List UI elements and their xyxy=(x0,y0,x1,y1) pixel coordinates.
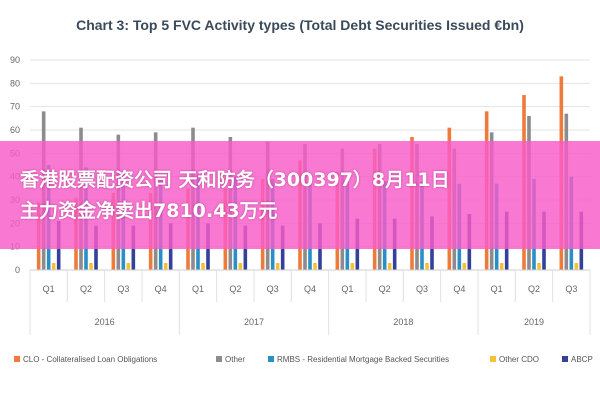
y-tick-label: 90 xyxy=(10,55,20,65)
bar xyxy=(537,263,541,270)
bar xyxy=(89,263,93,270)
bar xyxy=(238,263,243,270)
legend-entry: Other xyxy=(225,355,245,364)
x-tick-label: Q3 xyxy=(416,284,428,294)
bar xyxy=(499,263,504,270)
x-tick-label: Q3 xyxy=(565,284,577,294)
x-tick-label: Q1 xyxy=(43,284,55,294)
chart-title: Chart 3: Top 5 FVC Activity types (Total… xyxy=(76,17,524,33)
year-label: 2018 xyxy=(393,317,413,327)
bar xyxy=(574,263,579,270)
legend-swatch xyxy=(268,356,274,362)
x-tick-label: Q2 xyxy=(379,284,391,294)
x-tick-label: Q4 xyxy=(304,284,316,294)
legend-entry: RMBS - Residential Mortgage Backed Secur… xyxy=(277,355,449,364)
y-tick-label: 60 xyxy=(10,125,20,135)
bar xyxy=(163,263,168,270)
legend-entry: ABCP xyxy=(571,355,593,364)
bar xyxy=(425,263,429,270)
x-tick-label: Q4 xyxy=(453,284,465,294)
legend-swatch xyxy=(216,356,222,362)
legend-swatch xyxy=(562,356,568,362)
x-tick-label: Q3 xyxy=(117,284,129,294)
bar xyxy=(350,263,355,270)
x-tick-label: Q2 xyxy=(80,284,92,294)
y-tick-label: 80 xyxy=(10,78,20,88)
x-tick-label: Q4 xyxy=(155,284,167,294)
y-tick-label: 0 xyxy=(15,265,20,275)
banner-line-1: 香港股票配资公司 天和防务（300397）8月11日 xyxy=(20,169,450,191)
x-tick-label: Q1 xyxy=(192,284,204,294)
bar xyxy=(313,263,317,270)
legend-swatch xyxy=(490,356,496,362)
legend-swatch xyxy=(14,356,20,362)
bar xyxy=(462,263,467,270)
bar xyxy=(51,263,56,270)
x-axis: Q1 Q2 Q3 Q4 Q1 Q2 Q3 Q4 Q1 Q2 Q3 Q4 Q1 Q2 Q3 2016 2017 20… xyxy=(29,269,591,335)
x-tick-label: Q3 xyxy=(267,284,279,294)
bar xyxy=(275,263,280,270)
bar xyxy=(126,263,131,270)
bar xyxy=(387,263,392,270)
x-tick-label: Q2 xyxy=(229,284,241,294)
year-label: 2017 xyxy=(244,317,264,327)
x-tick-label: Q1 xyxy=(341,284,353,294)
legend-entry: CLO - Collateralised Loan Obligations xyxy=(23,355,157,364)
bar xyxy=(201,263,205,270)
overlay-banner[interactable]: 香港股票配资公司 天和防务（300397）8月11日 主力资金净卖出7810.4… xyxy=(0,141,600,249)
year-label: 2019 xyxy=(524,317,544,327)
year-label: 2016 xyxy=(95,317,115,327)
legend: CLO - Collateralised Loan Obligations Oth… xyxy=(14,355,593,364)
y-tick-label: 70 xyxy=(10,102,20,112)
banner-line-2: 主力资金净卖出7810.43万元 xyxy=(20,200,278,222)
x-tick-label: Q2 xyxy=(528,284,540,294)
x-tick-label: Q1 xyxy=(491,284,503,294)
legend-entry: Other CDO xyxy=(499,355,539,364)
